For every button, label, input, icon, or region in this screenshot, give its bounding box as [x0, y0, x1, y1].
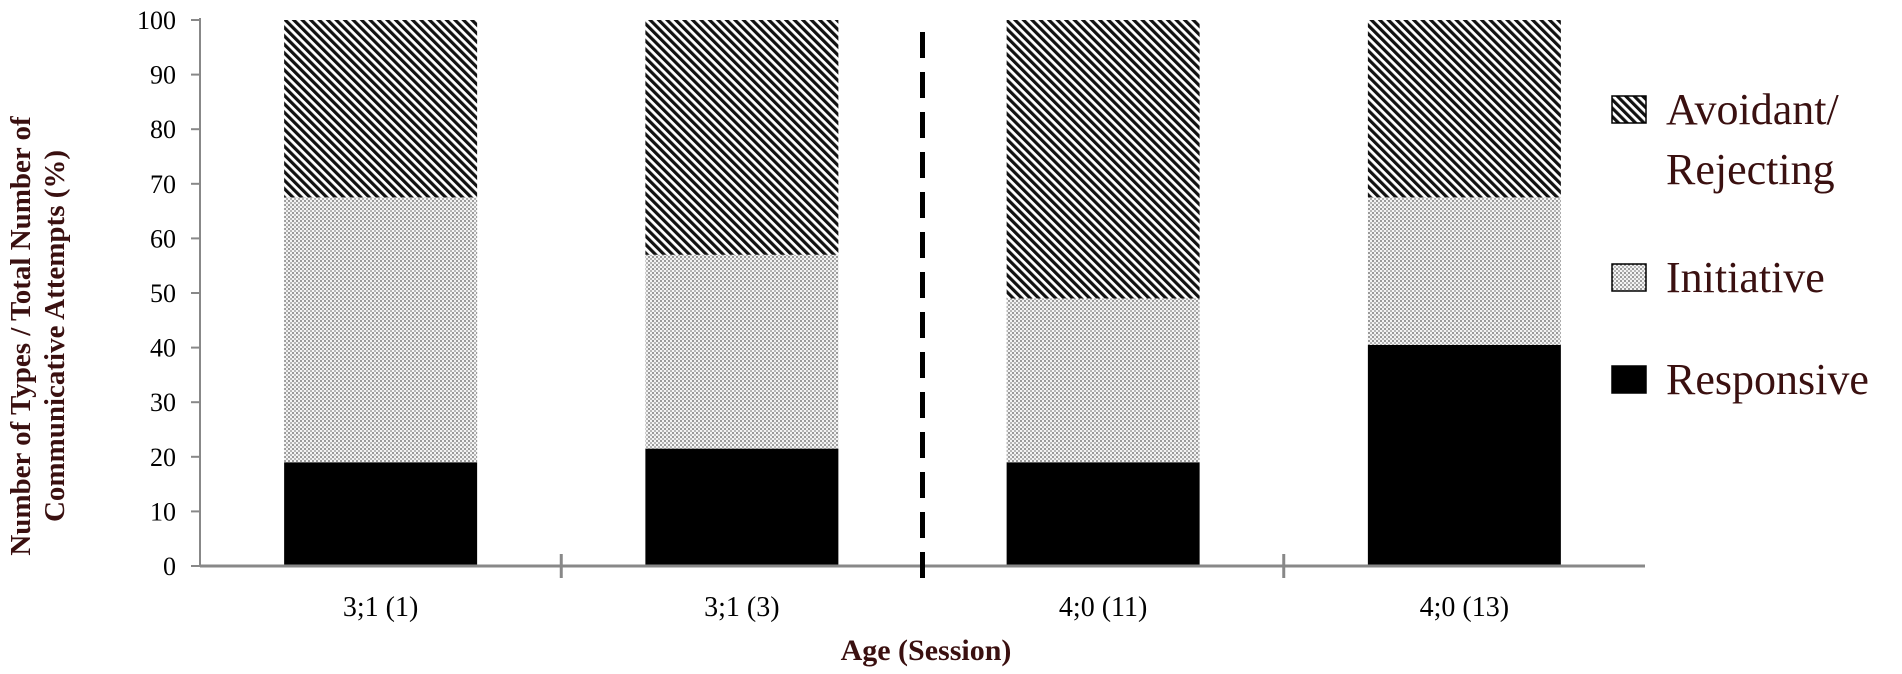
- y-tick-label-100: 100: [137, 6, 176, 35]
- legend-label-avoidant-rejecting-line-2: Rejecting: [1666, 145, 1835, 194]
- bar-avoidant-rejecting-4: [1367, 20, 1561, 198]
- y-tick-label-40: 40: [150, 334, 176, 363]
- legend: Avoidant/Rejecting Initiative Responsive: [1611, 85, 1869, 404]
- y-tick-label-30: 30: [150, 388, 176, 417]
- x-tick-label-4: 4;0 (13): [1420, 592, 1509, 623]
- y-axis-title-line-2: Communicative Attempts (%): [39, 150, 71, 522]
- x-tick-label-1: 3;1 (1): [343, 592, 418, 623]
- y-axis-title-line-1: Number of Types / Total Number of: [5, 116, 37, 556]
- y-axis-title: Number of Types / Total Number of Commun…: [5, 116, 71, 556]
- y-tick-label-20: 20: [150, 443, 176, 472]
- legend-swatch-avoidant-rejecting: [1611, 95, 1647, 124]
- y-tick-label-70: 70: [150, 170, 176, 199]
- y-tick-label-0: 0: [163, 552, 176, 581]
- y-tick-label-90: 90: [150, 61, 176, 90]
- x-tick-label-3: 4;0 (11): [1059, 592, 1147, 623]
- legend-label-avoidant-rejecting-line-1: Avoidant/: [1666, 85, 1839, 134]
- bar-avoidant-rejecting-3: [1006, 20, 1200, 299]
- legend-swatch-initiative: [1611, 263, 1647, 292]
- bars: [284, 20, 1561, 566]
- bar-responsive-3: [1006, 462, 1200, 566]
- bar-initiative-3: [1006, 298, 1200, 463]
- bar-responsive-1: [284, 462, 478, 566]
- bar-responsive-2: [645, 448, 839, 566]
- x-tick-label-2: 3;1 (3): [704, 592, 779, 623]
- x-axis-title: Age (Session): [841, 634, 1012, 667]
- y-tick-label-10: 10: [150, 497, 176, 526]
- y-tick-label-50: 50: [150, 279, 176, 308]
- bar-initiative-1: [284, 197, 478, 463]
- legend-swatch-responsive: [1611, 365, 1647, 394]
- legend-label-initiative: Initiative: [1666, 253, 1825, 302]
- bar-initiative-4: [1367, 197, 1561, 345]
- y-tick-label-60: 60: [150, 224, 176, 253]
- y-axis-ticks: 0 10 20 30 40 50 60 70 80 90 100: [137, 6, 200, 581]
- x-axis-ticks: 3;1 (1) 3;1 (3) 4;0 (11) 4;0 (13): [343, 592, 1509, 623]
- bar-responsive-4: [1367, 344, 1561, 566]
- bar-avoidant-rejecting-1: [284, 20, 478, 198]
- y-tick-label-80: 80: [150, 115, 176, 144]
- bar-initiative-2: [645, 254, 839, 449]
- legend-label-responsive: Responsive: [1666, 355, 1869, 404]
- bar-avoidant-rejecting-2: [645, 20, 839, 255]
- axes: [199, 18, 1645, 584]
